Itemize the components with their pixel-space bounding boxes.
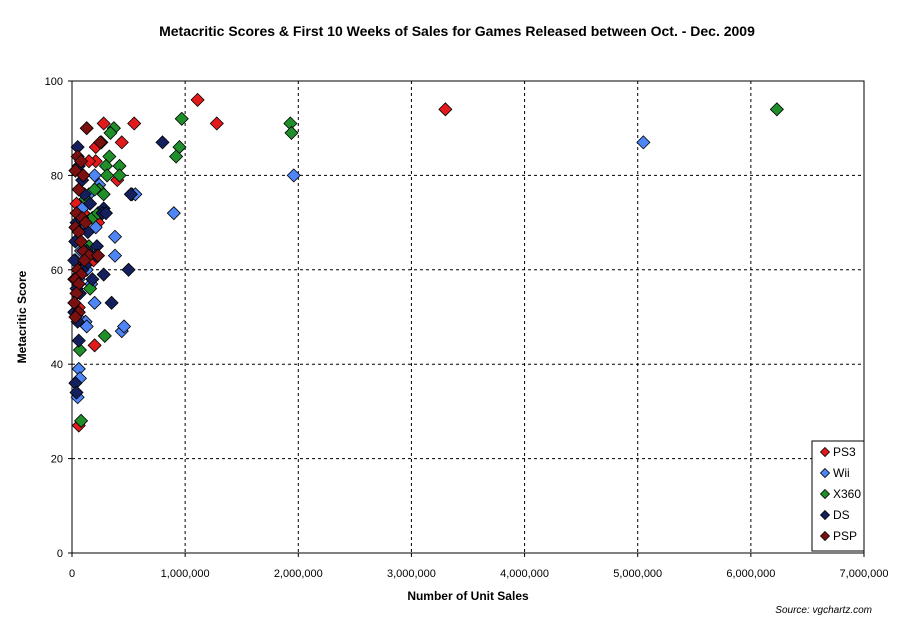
y-tick-label: 40 [51, 359, 63, 371]
data-point [121, 262, 136, 277]
data-point [155, 135, 170, 150]
x-tick-label: 0 [69, 568, 75, 580]
data-point [79, 121, 94, 136]
gridlines [72, 81, 864, 553]
x-tick-label: 1,000,000 [161, 568, 210, 580]
x-axis-ticks: 0 1,000,000 2,000,000 3,000,000 4,000,000 5,0… [69, 553, 889, 580]
data-point [85, 272, 100, 287]
legend-marker [819, 488, 831, 500]
data-point [90, 248, 106, 263]
y-axis-ticks: 0 20 40 60 80 100 [45, 76, 72, 560]
data-point [78, 215, 93, 230]
data-point [166, 206, 181, 221]
data-points [67, 92, 784, 433]
x-tick-label: 4,000,000 [500, 568, 549, 580]
x-axis-title: Number of Unit Sales [407, 589, 529, 603]
legend-label: X360 [833, 487, 861, 501]
y-tick-label: 60 [51, 265, 63, 277]
data-point [284, 125, 299, 140]
data-point [71, 182, 86, 197]
data-point [174, 111, 189, 126]
data-point [73, 234, 89, 249]
data-point [769, 102, 784, 117]
x-tick-label: 6,000,000 [726, 568, 775, 580]
legend-marker [819, 446, 831, 458]
legend-label: DS [833, 508, 850, 522]
data-point [104, 295, 119, 310]
series-psp [67, 121, 108, 325]
data-point [76, 168, 91, 183]
data-point [77, 253, 92, 268]
legend-marker [819, 509, 831, 521]
data-point [87, 295, 102, 310]
data-point [114, 135, 129, 150]
series-x360 [71, 102, 784, 428]
data-point [69, 385, 84, 400]
data-point [87, 338, 102, 353]
y-tick-label: 20 [51, 454, 63, 466]
x-tick-label: 2,000,000 [274, 568, 323, 580]
data-point [107, 248, 123, 263]
data-point [83, 281, 98, 296]
data-point [73, 154, 89, 169]
data-point [438, 102, 453, 117]
data-point [107, 229, 123, 244]
data-point [190, 92, 205, 107]
data-point [87, 182, 102, 197]
data-point [209, 116, 224, 131]
data-point [103, 125, 118, 140]
legend-label: PS3 [833, 445, 856, 459]
y-tick-label: 100 [45, 76, 63, 88]
data-point [112, 168, 127, 183]
x-tick-label: 5,000,000 [613, 568, 662, 580]
data-point [100, 168, 115, 183]
data-point [87, 168, 102, 183]
data-point [286, 168, 301, 183]
data-point [83, 196, 98, 211]
data-point [96, 187, 111, 202]
data-point [116, 319, 132, 334]
legend-marker [819, 530, 831, 542]
data-point [636, 135, 651, 150]
data-point [68, 309, 83, 325]
data-point [96, 267, 111, 282]
data-point [67, 295, 82, 310]
legend-label: Wii [833, 466, 850, 480]
data-point [72, 342, 87, 358]
data-point [73, 413, 89, 428]
data-point [169, 149, 184, 164]
legend-box [811, 440, 865, 552]
data-point [97, 328, 112, 343]
y-axis-title: Metacritic Score [15, 270, 29, 363]
x-tick-label: 3,000,000 [387, 568, 436, 580]
y-tick-label: 80 [51, 170, 63, 182]
source-note: Source: vgchartz.com [775, 605, 872, 616]
x-tick-label: 7,000,000 [840, 568, 889, 580]
data-point [79, 319, 94, 334]
y-tick-label: 0 [57, 548, 63, 560]
data-point [127, 116, 142, 131]
legend: PS3 Wii X360 DS PSP [811, 440, 865, 552]
data-point [123, 187, 138, 202]
data-point [98, 206, 114, 221]
data-point [96, 116, 111, 131]
chart-title: Metacritic Scores & First 10 Weeks of Sa… [159, 23, 755, 39]
data-point [71, 333, 86, 348]
legend-marker [819, 467, 831, 479]
plot-area [71, 80, 865, 554]
legend-label: PSP [833, 529, 857, 543]
data-point [93, 135, 108, 150]
